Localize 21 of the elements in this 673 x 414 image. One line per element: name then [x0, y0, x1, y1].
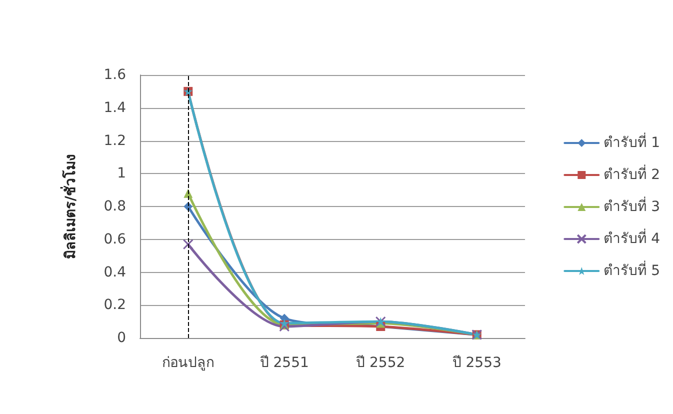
y-tick-label: 0.6 — [104, 231, 126, 248]
y-tick-label: 0 — [117, 330, 126, 346]
x-tick-label: ก่อนปลูก — [162, 355, 214, 371]
y-tick-label: 1.6 — [104, 67, 126, 83]
legend-label: ตำรับที่ 5 — [604, 261, 660, 279]
y-axis-title: มิลลิเมตร/ชั่วโมง — [60, 154, 79, 260]
x-tick-label: ปี 2552 — [356, 355, 406, 371]
y-tick-label: 1.2 — [104, 132, 126, 149]
y-tick-label: 0.2 — [104, 297, 126, 314]
x-tick-label: ปี 2553 — [452, 355, 502, 371]
y-tick-label: 1.4 — [104, 100, 126, 116]
legend-label: ตำรับที่ 4 — [604, 229, 660, 247]
point — [279, 321, 290, 332]
y-tick-label: 1 — [117, 166, 126, 182]
legend-label: ตำรับที่ 2 — [604, 165, 660, 183]
y-tick-label: 0.8 — [104, 198, 126, 214]
x-tick-label: ปี 2551 — [260, 355, 309, 371]
legend-label: ตำรับที่ 3 — [604, 197, 660, 215]
y-tick-label: 0.4 — [104, 264, 126, 280]
point — [182, 239, 194, 250]
legend-label: ตำรับที่ 1 — [604, 133, 660, 151]
